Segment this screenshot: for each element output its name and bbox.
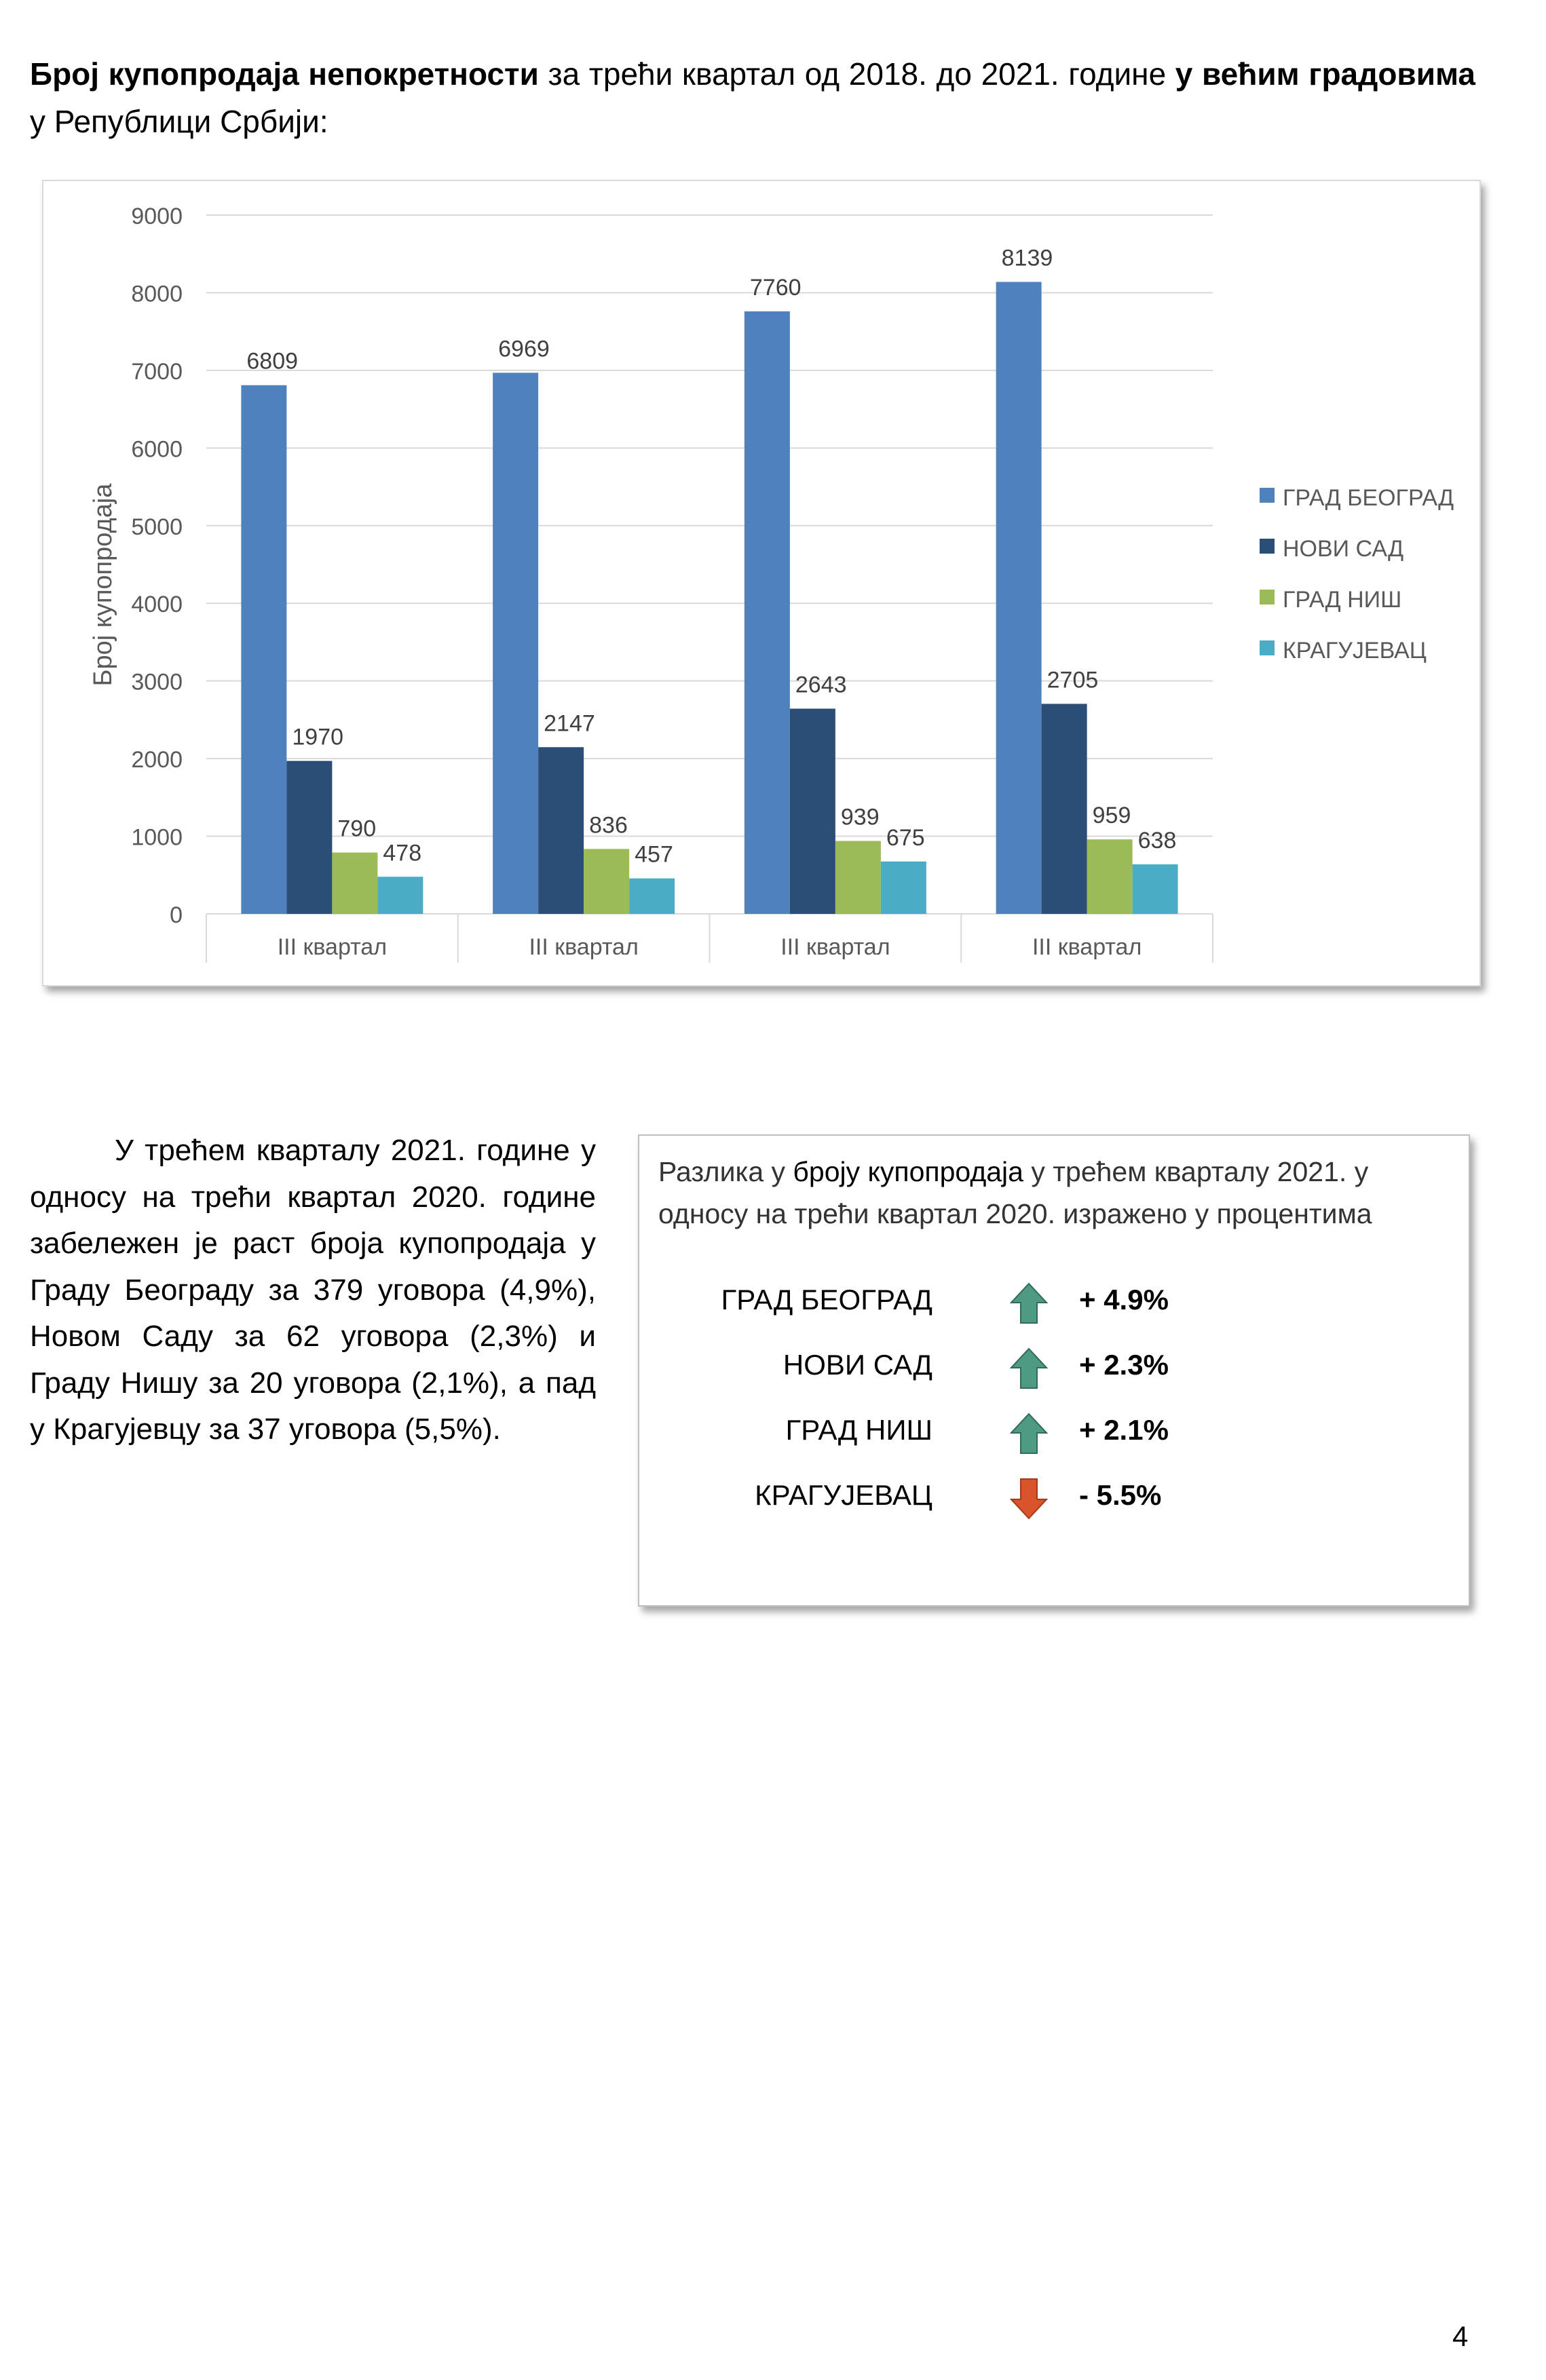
bar <box>629 878 675 914</box>
difference-value: + 2.1% <box>1079 1414 1169 1446</box>
data-label: 2705 <box>1047 667 1099 693</box>
difference-city: ГРАД БЕОГРАД <box>721 1284 932 1316</box>
data-label: 6809 <box>246 349 298 375</box>
data-label: 8139 <box>1002 246 1053 271</box>
y-axis-title: Број купопродаја <box>89 483 117 687</box>
data-label: 478 <box>383 840 421 866</box>
bar <box>744 311 790 914</box>
y-tick-label: 1000 <box>131 825 183 851</box>
up-arrow-icon <box>1010 1282 1048 1324</box>
heading-bold-2: у већим градовима <box>1175 56 1475 92</box>
data-label: 939 <box>841 805 880 830</box>
legend-swatch <box>1260 640 1275 655</box>
y-tick-label: 4000 <box>131 592 183 617</box>
legend-swatch <box>1260 590 1275 604</box>
difference-city: КРАГУЈЕВАЦ <box>755 1479 932 1511</box>
legend-swatch <box>1260 539 1275 554</box>
page-heading: Број купопродаја непокретности за трећи … <box>30 50 1475 145</box>
summary-paragraph: У трећем кварталу 2021. године у односу … <box>30 1128 596 1453</box>
difference-title-part1: Разлика у <box>658 1156 793 1187</box>
data-label: 457 <box>635 842 673 868</box>
bar <box>286 761 333 914</box>
difference-value: + 2.3% <box>1079 1349 1169 1381</box>
y-tick-label: 3000 <box>131 670 183 695</box>
bar <box>880 861 926 914</box>
data-label: 790 <box>337 816 376 842</box>
up-arrow-icon <box>1010 1413 1048 1454</box>
difference-value: - 5.5% <box>1079 1479 1162 1511</box>
bar <box>1041 704 1087 914</box>
difference-title-highlight: броју купопродаја <box>793 1156 1023 1187</box>
legend-label: ГРАД НИШ <box>1283 587 1401 613</box>
legend-swatch <box>1260 488 1275 503</box>
page-number: 4 <box>1452 2320 1469 2352</box>
difference-title: Разлика у броју купопродаја у трећем ква… <box>658 1151 1452 1235</box>
difference-city: НОВИ САД <box>783 1349 932 1381</box>
difference-row-nis: ГРАД НИШ + 2.1% <box>639 1407 1469 1461</box>
up-arrow-icon <box>1010 1347 1048 1389</box>
difference-row-kragujevac: КРАГУЈЕВАЦ - 5.5% <box>639 1472 1469 1527</box>
data-label: 2643 <box>795 672 847 698</box>
y-tick-label: 9000 <box>131 204 183 229</box>
bar-chart: 0 1000 2000 3000 4000 5000 6000 7000 8000 9000 680… <box>42 180 1481 986</box>
data-label: 638 <box>1138 828 1177 853</box>
data-label: 2147 <box>544 710 595 736</box>
data-label: 675 <box>886 825 925 851</box>
data-label: 836 <box>589 812 628 838</box>
difference-row-novi-sad: НОВИ САД + 2.3% <box>639 1342 1469 1396</box>
bar <box>1132 864 1178 914</box>
x-tick-label: III квартал <box>1032 934 1142 960</box>
difference-row-beograd: ГРАД БЕОГРАД + 4.9% <box>639 1277 1469 1331</box>
legend-label: НОВИ САД <box>1283 536 1403 562</box>
x-tick-label: III квартал <box>529 934 638 960</box>
y-tick-label: 0 <box>170 902 183 928</box>
bar <box>241 385 287 914</box>
y-tick-label: 6000 <box>131 436 183 462</box>
bar-chart-svg: 0 1000 2000 3000 4000 5000 6000 7000 8000 9000 680… <box>89 204 1454 963</box>
bar <box>996 282 1042 914</box>
x-tick-label: III квартал <box>780 934 890 960</box>
heading-text-1: за трећи квартал од 2018. до 2021. годин… <box>538 56 1175 92</box>
y-tick-label: 2000 <box>131 747 183 773</box>
y-tick-label: 5000 <box>131 514 183 540</box>
bar <box>377 877 423 914</box>
bar <box>332 852 378 914</box>
difference-box: Разлика у броју купопродаја у трећем ква… <box>638 1134 1470 1607</box>
bar <box>835 841 881 914</box>
difference-city: ГРАД НИШ <box>785 1414 932 1446</box>
bar <box>538 747 584 914</box>
bar <box>493 372 539 914</box>
data-label: 1970 <box>292 725 343 750</box>
data-label: 6969 <box>498 336 550 362</box>
y-tick-label: 7000 <box>131 359 183 385</box>
difference-title-part2: у трећем кварталу 2021. у односу на трећ… <box>658 1156 1372 1229</box>
bar <box>1087 839 1133 914</box>
legend-label: ГРАД БЕОГРАД <box>1283 485 1454 511</box>
legend-label: КРАГУЈЕВАЦ <box>1283 638 1427 664</box>
bar <box>584 849 630 914</box>
x-tick-label: III квартал <box>278 934 387 960</box>
bar <box>789 708 835 914</box>
down-arrow-icon <box>1010 1478 1048 1520</box>
summary-text: У трећем кварталу 2021. године у односу … <box>30 1134 596 1446</box>
data-label: 959 <box>1093 803 1131 828</box>
y-tick-label: 8000 <box>131 281 183 307</box>
difference-value: + 4.9% <box>1079 1284 1169 1316</box>
heading-bold-1: Број купопродаја непокретности <box>30 56 539 92</box>
data-label: 7760 <box>750 275 802 301</box>
heading-text-2: у Републици Србији: <box>30 104 328 139</box>
